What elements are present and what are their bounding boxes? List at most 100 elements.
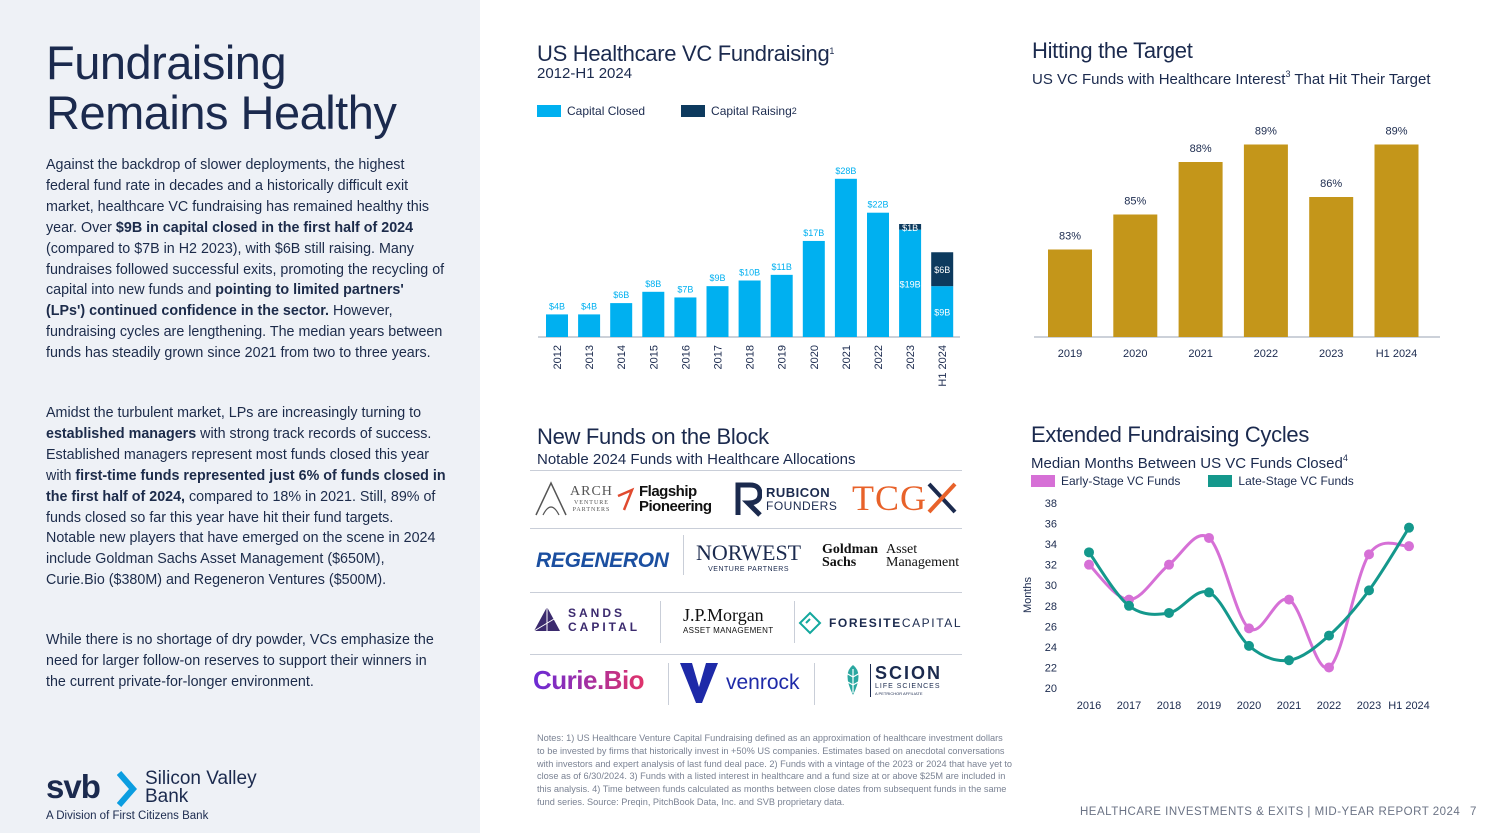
chart-hitting-the-target: 83% 2019 85% 2020 88% 2021 89% 2022 86% 2023 89% H1… — [1034, 126, 1440, 360]
regeneron-logo: REGENERON — [536, 549, 669, 572]
text-run: (compared to $7B in H2 2023), with $6B s… — [46, 240, 445, 299]
legend-swatch-closed — [537, 105, 561, 117]
bar-label-percent: 85% — [1124, 196, 1146, 208]
divider — [814, 663, 815, 705]
bar-label-raising: $6B — [934, 265, 950, 275]
bar-label-closed: $10B — [739, 268, 760, 278]
bar-capital-closed — [738, 280, 761, 337]
jpm-main: J.P.Morgan — [683, 605, 764, 625]
x-tick-label: 2020 — [1123, 348, 1147, 360]
foresite-line1: FORESITE — [829, 616, 902, 630]
bar-capital-closed — [578, 314, 601, 337]
x-tick-label: 2019 — [1197, 700, 1221, 712]
page-title: Fundraising Remains Healthy — [46, 36, 397, 139]
chart1-subtitle: 2012-H1 2024 — [537, 65, 633, 82]
sands-line2: CAPITAL — [568, 620, 641, 634]
foresite-capital-logo: FORESITECAPITAL — [798, 611, 962, 635]
chart2-subtitle-sup: 3 — [1285, 69, 1291, 79]
legend-late-stage: Late-Stage VC Funds — [1208, 474, 1354, 488]
x-tick-label: 2019 — [777, 345, 789, 369]
tcg-text: TCG — [852, 478, 927, 518]
legend-swatch-early — [1031, 475, 1055, 487]
arch-sub2: PARTNERS — [572, 506, 611, 513]
gs-right: Asset Management — [886, 542, 959, 570]
logo-row-3: SANDS CAPITAL J.P.Morgan ASSET MANAGEMEN… — [530, 592, 962, 654]
chart2-subtitle: US VC Funds with Healthcare Interest3 Th… — [1032, 65, 1431, 89]
x-tick-label: 2019 — [1058, 348, 1082, 360]
divider — [794, 601, 795, 643]
bar-capital-closed — [610, 303, 633, 337]
x-tick-label: 2020 — [1237, 700, 1261, 712]
bar-capital-closed — [931, 286, 954, 337]
bold-highlight: first-time funds represented just 6% of … — [46, 467, 446, 505]
legend-capital-closed: Capital Closed — [537, 104, 645, 118]
svb-name-line2: Bank — [145, 786, 189, 807]
bar-label-closed: $4B — [549, 301, 565, 311]
point-early-stage — [1244, 623, 1254, 634]
chart3-subtitle: Median Months Between US VC Funds Closed… — [1031, 449, 1348, 473]
bar-target-hit — [1113, 214, 1158, 337]
svb-wordmark: svb — [46, 768, 101, 805]
legend-swatch-late — [1208, 475, 1233, 487]
bold-highlight: pointing to limited partners' (LPs') con… — [46, 282, 404, 320]
x-tick-label: 2023 — [1357, 700, 1381, 712]
bold-highlight: $9B in capital closed in the first half … — [115, 219, 414, 236]
bar-label-percent: 88% — [1190, 143, 1212, 155]
gs-line2: Sachs — [822, 555, 857, 570]
bar-label-percent: 89% — [1385, 126, 1407, 138]
legend-raising-label: Capital Raising — [711, 104, 792, 118]
scion-line1: SCION — [875, 662, 943, 683]
point-late-stage — [1244, 640, 1254, 651]
x-tick-label: 2014 — [616, 345, 628, 369]
point-early-stage — [1324, 662, 1334, 673]
y-tick-label: 24 — [1045, 642, 1057, 654]
x-tick-label: 2017 — [713, 345, 725, 369]
point-early-stage — [1164, 559, 1174, 570]
bar-label-closed: $28B — [835, 166, 856, 176]
jpm-sub: ASSET MANAGEMENT — [683, 626, 774, 635]
x-tick-label: 2012 — [552, 345, 564, 369]
sands-line1: SANDS — [568, 606, 626, 620]
gs-left: Goldman Sachs — [822, 543, 878, 570]
y-tick-label: 20 — [1045, 683, 1057, 695]
chart1-title-sup: 1 — [829, 46, 835, 56]
text-run: However, fundraising cycles are lengthen… — [46, 303, 443, 362]
chart3-subtitle-sup: 4 — [1342, 453, 1348, 463]
arch-venture-partners-logo: ARCH VENTURE PARTNERS — [534, 481, 613, 517]
svb-name: Silicon Valley Bank — [145, 769, 285, 807]
bar-label-closed: $6B — [613, 290, 629, 300]
x-tick-label: H1 2024 — [1388, 700, 1430, 712]
chart2-title: Hitting the Target — [1032, 38, 1193, 63]
divider — [668, 663, 669, 705]
chart1-title: US Healthcare VC Fundraising1 — [537, 38, 834, 67]
chart2-subtitle-tail: That Hit Their Target — [1290, 71, 1431, 88]
x-tick-label: H1 2024 — [937, 345, 949, 387]
body-paragraph-1: Against the backdrop of slower deploymen… — [46, 155, 446, 364]
bar-label-closed: $9B — [709, 273, 725, 283]
y-tick-label: 32 — [1045, 560, 1057, 572]
arch-icon — [535, 481, 567, 516]
bar-label-closed: $19B — [900, 279, 921, 289]
foresite-text: FORESITECAPITAL — [829, 616, 962, 630]
arch-text: ARCH VENTURE PARTNERS — [570, 483, 613, 514]
venrock-v-icon — [680, 663, 718, 703]
rubicon-icon — [735, 482, 762, 517]
svb-logo: svb Silicon Valley Bank — [46, 768, 306, 808]
logo-row-4: Curie.Bio venrock SCION LIFE SCIENCES A … — [530, 654, 962, 716]
x-tick-label: 2020 — [809, 345, 821, 369]
point-late-stage — [1084, 547, 1094, 558]
bar-target-hit — [1309, 197, 1354, 337]
rubicon-line2: FOUNDERS — [766, 498, 838, 513]
logo-row-2: REGENERON NORWEST VENTURE PARTNERS Goldm… — [530, 528, 962, 592]
y-tick-label: 34 — [1045, 539, 1057, 551]
x-tick-label: 2023 — [1319, 348, 1343, 360]
bar-label-closed: $17B — [803, 228, 824, 238]
legend-early-label: Early-Stage VC Funds — [1061, 474, 1181, 488]
x-tick-label: 2022 — [1254, 348, 1278, 360]
page-number: 7 — [1470, 806, 1477, 818]
gs-line3: Asset — [886, 542, 918, 557]
x-tick-label: 2018 — [745, 345, 757, 369]
arch-main: ARCH — [570, 483, 613, 499]
flagship-line2: Pioneering — [639, 498, 712, 515]
foresite-line2: CAPITAL — [901, 616, 963, 630]
